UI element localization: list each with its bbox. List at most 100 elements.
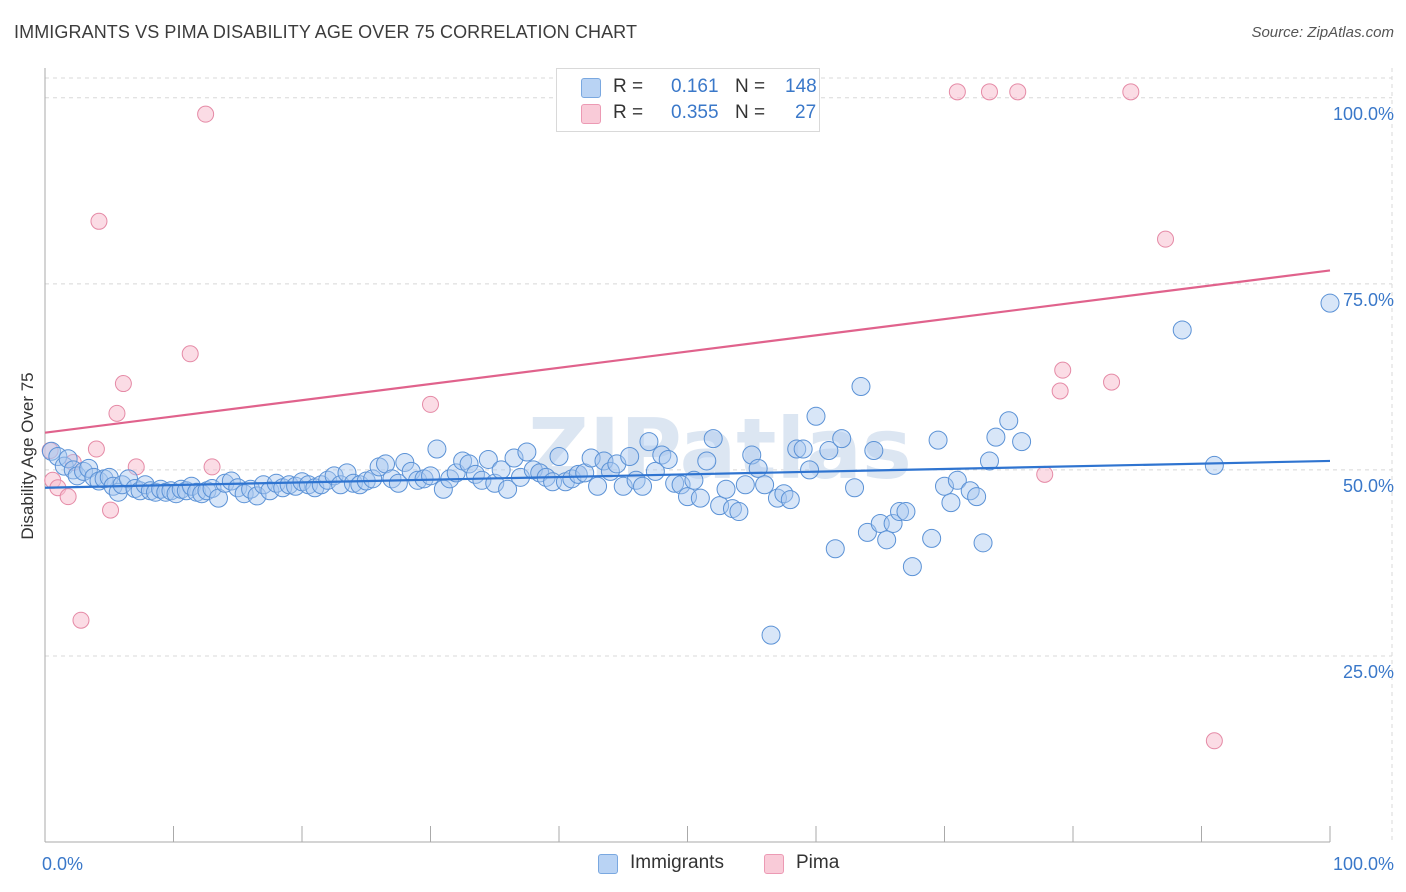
immigrants-legend-swatch: [598, 854, 618, 874]
immigrants-point: [247, 486, 267, 506]
y-tick-label: 50.0%: [1343, 476, 1394, 496]
immigrants-point: [125, 478, 145, 498]
x-tick-label: 100.0%: [1333, 854, 1394, 874]
pima-point: [72, 611, 90, 629]
immigrants-point: [613, 476, 633, 496]
immigrants-point: [41, 441, 61, 461]
pima-point: [1054, 361, 1072, 379]
immigrants-point: [279, 475, 299, 495]
immigrants-point: [787, 439, 807, 459]
immigrants-point: [819, 441, 839, 461]
immigrants-point: [363, 469, 383, 489]
immigrants-point: [832, 429, 852, 449]
immigrants-point: [1012, 432, 1032, 452]
immigrants-point: [877, 530, 897, 550]
immigrants-point: [671, 475, 691, 495]
chart-source: Source: ZipAtlas.com: [1251, 24, 1394, 41]
legend-n-label: N =: [735, 76, 766, 97]
pima-point: [1157, 230, 1175, 248]
legend-n-value: 27: [795, 102, 817, 123]
pima-point: [422, 395, 439, 413]
pima-point: [980, 83, 998, 101]
trend-lines: [44, 269, 1331, 489]
pima-point: [1051, 382, 1069, 400]
x-tick-label: 0.0%: [42, 854, 83, 874]
immigrants-point: [568, 464, 588, 484]
immigrants-point: [478, 449, 498, 469]
gridlines: [45, 68, 1393, 842]
legend-r-label: R =: [613, 102, 644, 123]
immigrants-point: [896, 502, 916, 522]
immigrants-point: [146, 482, 166, 502]
pima-point: [108, 404, 126, 422]
pima-point: [1103, 373, 1121, 391]
immigrants-point: [181, 476, 201, 496]
immigrants-point: [735, 475, 755, 495]
immigrants-point: [639, 432, 659, 452]
pima-point: [90, 212, 108, 230]
immigrants-point: [928, 430, 948, 450]
immigrants-point: [594, 451, 614, 471]
immigrants-point: [79, 458, 99, 478]
immigrants-point: [941, 493, 961, 513]
pima-point: [1009, 83, 1027, 101]
immigrants-point: [935, 476, 954, 496]
tick-labels: 25.0% 50.0% 75.0% 100.0% 0.0% 100.0%: [42, 104, 1394, 874]
immigrants-points: [41, 293, 1340, 645]
immigrants-point: [581, 448, 601, 468]
immigrants-point: [716, 479, 736, 499]
immigrants-point: [517, 442, 537, 462]
immigrants-trend-line: [44, 459, 1331, 489]
pima-swatch: [581, 104, 601, 124]
immigrants-point: [58, 449, 78, 469]
immigrants-point: [588, 476, 608, 496]
immigrants-point: [684, 470, 704, 490]
immigrants-point: [620, 446, 640, 466]
immigrants-point: [780, 490, 800, 510]
immigrants-point: [729, 502, 749, 522]
pima-point: [181, 345, 199, 363]
immigrants-point: [1204, 455, 1224, 475]
pima-trend-line: [44, 269, 1331, 434]
pima-legend-label: Pima: [796, 852, 840, 873]
immigrants-point: [748, 458, 768, 478]
immigrants-point: [427, 439, 447, 459]
y-axis-label: Disability Age Over 75: [18, 372, 37, 540]
pima-point: [114, 375, 132, 393]
chart-title: IMMIGRANTS VS PIMA DISABILITY AGE OVER 7…: [14, 22, 638, 42]
immigrants-point: [710, 496, 730, 516]
immigrants-point: [851, 377, 871, 397]
immigrants-point: [1172, 320, 1192, 340]
immigrants-point: [999, 411, 1019, 431]
y-tick-label: 75.0%: [1343, 290, 1394, 310]
immigrants-point: [388, 473, 408, 493]
immigrants-point: [864, 441, 884, 461]
immigrants-point: [197, 481, 217, 501]
immigrants-point: [922, 528, 942, 548]
immigrants-point: [967, 487, 987, 507]
immigrants-point: [658, 449, 678, 469]
pima-point: [197, 105, 215, 123]
immigrants-point: [902, 557, 922, 577]
immigrants-point: [472, 470, 492, 490]
immigrants-point: [986, 427, 1006, 447]
y-tick-label: 100.0%: [1333, 104, 1394, 124]
pima-point: [102, 501, 120, 519]
immigrants-legend-label: Immigrants: [630, 852, 724, 873]
immigrants-point: [890, 502, 910, 522]
legend-n-label: N =: [735, 102, 766, 123]
legend-r-value: 0.355: [671, 102, 719, 123]
legend-r-value: 0.161: [671, 76, 719, 97]
immigrants-point: [973, 533, 993, 553]
immigrants-point: [549, 446, 569, 466]
pima-point: [1122, 83, 1140, 101]
immigrants-point: [883, 513, 903, 533]
immigrants-point: [504, 448, 524, 468]
immigrants-point: [800, 460, 820, 480]
immigrants-point: [74, 461, 94, 481]
immigrants-point: [421, 466, 440, 486]
immigrants-swatch: [581, 78, 601, 98]
y-tick-label: 25.0%: [1343, 662, 1394, 682]
immigrants-point: [63, 460, 83, 480]
